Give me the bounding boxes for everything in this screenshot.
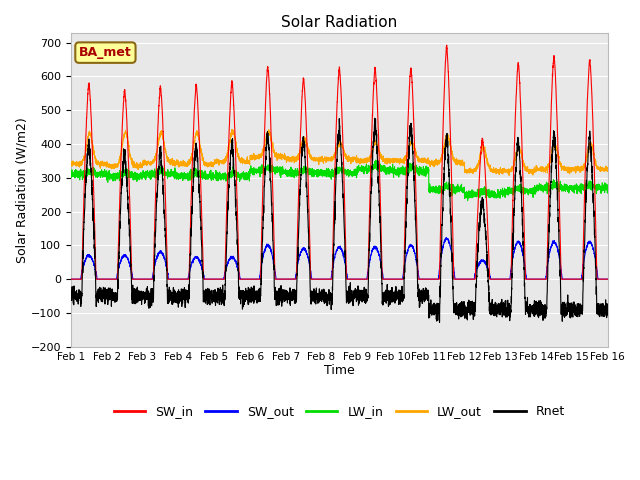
LW_out: [164, 156, 172, 162]
Line: SW_out: SW_out: [71, 238, 607, 279]
SW_out: [319, 276, 327, 282]
Rnet: [371, 115, 378, 121]
Rnet: [604, 301, 611, 307]
LW_out: [490, 168, 498, 174]
SW_out: [164, 268, 172, 274]
LW_in: [319, 171, 327, 177]
Line: Rnet: Rnet: [71, 118, 607, 322]
SW_out: [442, 235, 450, 240]
LW_out: [505, 172, 513, 178]
SW_in: [443, 42, 451, 48]
Rnet: [490, 302, 498, 308]
LW_out: [430, 159, 438, 165]
LW_in: [430, 188, 438, 194]
SW_in: [319, 276, 327, 282]
SW_out: [490, 276, 498, 282]
LW_out: [604, 168, 611, 174]
Rnet: [460, 308, 467, 313]
SW_out: [604, 276, 611, 282]
Rnet: [436, 319, 444, 325]
Title: Solar Radiation: Solar Radiation: [281, 15, 397, 30]
LW_out: [319, 156, 327, 162]
Rnet: [604, 312, 611, 318]
Rnet: [164, 298, 172, 303]
LW_in: [460, 187, 467, 193]
X-axis label: Time: Time: [324, 364, 355, 377]
LW_in: [464, 198, 472, 204]
SW_out: [460, 276, 467, 282]
Legend: SW_in, SW_out, LW_in, LW_out, Rnet: SW_in, SW_out, LW_in, LW_out, Rnet: [109, 400, 570, 423]
Line: LW_out: LW_out: [71, 130, 607, 175]
Text: BA_met: BA_met: [79, 46, 132, 59]
LW_out: [460, 161, 467, 167]
SW_in: [490, 276, 498, 282]
LW_in: [164, 171, 172, 177]
LW_out: [604, 167, 611, 173]
Rnet: [67, 297, 75, 302]
Line: LW_in: LW_in: [71, 160, 607, 201]
LW_in: [490, 195, 498, 201]
SW_in: [604, 276, 611, 282]
Rnet: [430, 309, 438, 315]
LW_in: [604, 183, 611, 189]
LW_in: [67, 171, 75, 177]
LW_out: [67, 162, 75, 168]
SW_in: [67, 276, 75, 282]
SW_in: [164, 268, 172, 274]
Line: SW_in: SW_in: [71, 45, 607, 279]
Y-axis label: Solar Radiation (W/m2): Solar Radiation (W/m2): [15, 117, 28, 263]
LW_in: [604, 183, 611, 189]
SW_out: [603, 276, 611, 282]
SW_in: [460, 276, 467, 282]
LW_out: [228, 127, 236, 132]
SW_out: [67, 276, 75, 282]
Rnet: [319, 296, 327, 301]
LW_in: [372, 157, 380, 163]
SW_in: [430, 276, 438, 282]
SW_in: [603, 276, 611, 282]
SW_out: [430, 276, 438, 282]
